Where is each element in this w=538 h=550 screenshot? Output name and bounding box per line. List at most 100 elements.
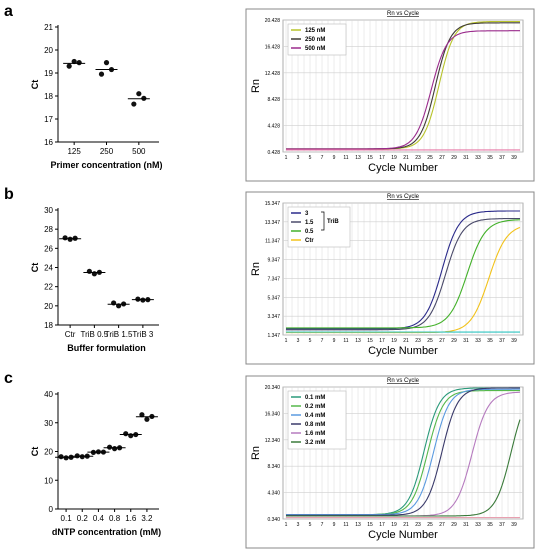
- y-tick-label: 19: [44, 69, 53, 78]
- x-tick-label: 29: [451, 155, 457, 161]
- legend-entry: 1.6 mM: [305, 431, 325, 437]
- x-tick-label: 37: [499, 338, 505, 344]
- x-tick-label: 3.2: [141, 514, 153, 523]
- legend-entry: 125 nM: [305, 28, 325, 34]
- y-tick-label: 12.428: [265, 71, 281, 77]
- x-tick-label: 17: [379, 155, 385, 161]
- y-tick-label: 8.340: [267, 464, 280, 470]
- legend-entry: Ctr: [305, 238, 314, 244]
- x-tick-label: 5: [309, 522, 312, 528]
- y-tick-label: 9.347: [267, 258, 280, 264]
- legend-entry: 0.8 mM: [305, 422, 325, 428]
- y-tick-label: 18: [44, 92, 53, 101]
- x-tick-label: 21: [403, 522, 409, 528]
- x-tick-label: 33: [475, 522, 481, 528]
- x-tick-label: TriB 1.5: [105, 330, 133, 339]
- x-tick-label: 19: [391, 522, 397, 528]
- data-point: [62, 235, 68, 241]
- x-tick-label: 21: [403, 338, 409, 344]
- x-tick-label: 0.2: [77, 514, 89, 523]
- panel-label: c: [4, 370, 13, 387]
- y-tick-label: 40: [44, 390, 53, 399]
- x-tick-label: 1.6: [125, 514, 137, 523]
- data-point: [91, 271, 97, 277]
- data-point: [71, 58, 77, 65]
- x-axis-title: Cycle Number: [368, 345, 438, 357]
- x-axis-title: Primer concentration (nM): [50, 160, 162, 170]
- data-point: [98, 71, 105, 77]
- x-axis-title: Cycle Number: [368, 162, 438, 174]
- legend-entry: 1.5: [305, 220, 314, 226]
- y-axis-title: Ct: [30, 263, 40, 273]
- y-axis-title: Rn: [250, 79, 262, 93]
- chart-title: Rn vs Cycle: [387, 378, 420, 384]
- x-tick-label: 9: [333, 522, 336, 528]
- y-axis-title: Rn: [250, 262, 262, 276]
- x-tick-label: TriB 3: [132, 330, 154, 339]
- legend-entry: 250 nM: [305, 37, 325, 43]
- x-tick-label: 3: [297, 338, 300, 344]
- x-tick-label: 15: [367, 338, 373, 344]
- x-tick-label: 25: [427, 155, 433, 161]
- x-tick-label: 7: [321, 338, 324, 344]
- amplification-chart: Rn vs Cycle 1.347 3.347 5.347 7.347 9.347 11.3…: [245, 191, 535, 365]
- data-point: [123, 431, 129, 437]
- legend-group-label: TriB: [327, 219, 339, 225]
- series-line: [286, 419, 521, 517]
- y-tick-label: 16: [44, 138, 53, 147]
- y-tick-label: 20.428: [265, 18, 281, 24]
- x-tick-label: 3: [297, 155, 300, 161]
- legend-entry: 0.1 mM: [305, 395, 325, 401]
- x-tick-label: 29: [451, 338, 457, 344]
- data-point: [106, 444, 113, 450]
- legend-box: [287, 390, 347, 450]
- x-tick-label: 250: [100, 147, 114, 156]
- data-point: [144, 416, 150, 422]
- panel-label: b: [4, 186, 14, 203]
- y-tick-label: 8.428: [267, 97, 280, 103]
- data-point: [111, 300, 117, 306]
- y-tick-label: 17: [44, 115, 53, 124]
- y-tick-label: 0: [49, 505, 54, 514]
- x-tick-label: 23: [415, 155, 421, 161]
- x-tick-label: 5: [309, 338, 312, 344]
- y-tick-label: 30: [44, 206, 53, 215]
- x-tick-label: 0.8: [109, 514, 121, 523]
- x-tick-label: 19: [391, 155, 397, 161]
- y-tick-label: 16.428: [265, 44, 281, 50]
- x-tick-label: 35: [487, 338, 493, 344]
- legend-entry: 3: [305, 211, 309, 217]
- x-tick-label: Ctr: [65, 330, 76, 339]
- data-point: [103, 60, 110, 66]
- x-tick-label: 25: [427, 338, 433, 344]
- x-tick-label: 35: [487, 522, 493, 528]
- scatter-chart: 16 17 18 19 20 21 125 250 500 Primer concentratio…: [30, 23, 163, 170]
- data-point: [128, 433, 134, 439]
- x-tick-label: 1: [285, 155, 288, 161]
- x-tick-label: 29: [451, 522, 457, 528]
- x-tick-label: 5: [309, 155, 312, 161]
- x-tick-label: 27: [439, 338, 445, 344]
- y-tick-label: 22: [44, 283, 53, 292]
- x-tick-label: 23: [415, 338, 421, 344]
- series-line: [286, 387, 520, 516]
- y-tick-label: 0.340: [267, 517, 280, 523]
- y-tick-label: 18: [44, 321, 53, 330]
- x-tick-label: 21: [403, 155, 409, 161]
- x-tick-label: 25: [427, 522, 433, 528]
- x-tick-label: 7: [321, 155, 324, 161]
- y-tick-label: 12.340: [265, 438, 281, 444]
- amplification-chart: Rn vs Cycle 0.340 4.340 8.340 12.340 16.340 20…: [245, 375, 535, 549]
- data-point: [76, 60, 82, 66]
- x-tick-label: 13: [355, 155, 361, 161]
- x-tick-label: 35: [487, 155, 493, 161]
- x-tick-label: 39: [511, 522, 517, 528]
- x-axis-title: dNTP concentration (mM): [52, 527, 161, 537]
- x-tick-label: 31: [463, 338, 469, 344]
- x-tick-label: 0.4: [93, 514, 105, 523]
- y-tick-label: 28: [44, 225, 53, 234]
- x-tick-label: 27: [439, 155, 445, 161]
- x-tick-label: 33: [475, 155, 481, 161]
- x-tick-label: 13: [355, 522, 361, 528]
